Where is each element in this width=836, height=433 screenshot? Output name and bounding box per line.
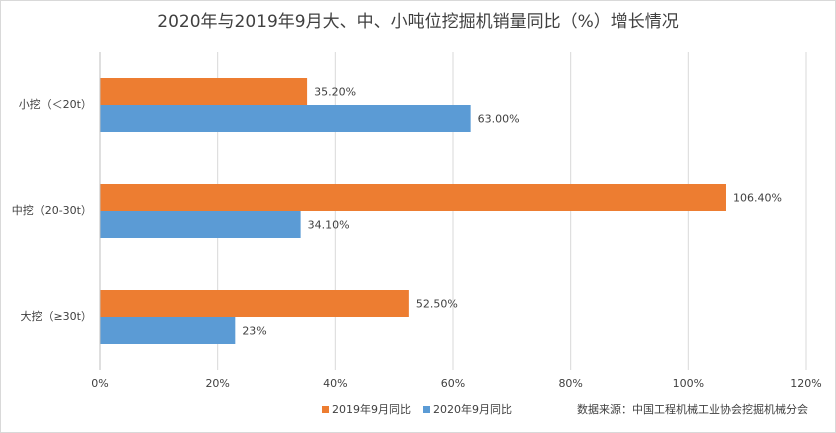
y-tick-label: 小挖（＜20t） [19,97,92,111]
value-label: 63.00% [478,113,520,126]
value-label: 106.40% [733,192,782,205]
legend-swatch [322,406,329,413]
x-tick-label: 20% [205,377,229,390]
value-label: 34.10% [308,219,350,232]
bar [100,211,301,238]
source-note: 数据来源：中国工程机械工业协会挖掘机械分会 [577,402,808,416]
legend-label: 2019年9月同比 [332,402,411,416]
chart-title: 2020年与2019年9月大、中、小吨位挖掘机销量同比（%）增长情况 [157,12,679,32]
bar [100,184,726,211]
x-tick-label: 60% [441,377,465,390]
bar [100,290,409,317]
bar [100,105,471,132]
x-tick-label: 0% [91,377,108,390]
value-label: 35.20% [314,86,356,99]
y-tick-label: 大挖（≥30t） [20,309,92,323]
bar [100,317,236,344]
x-tick-label: 40% [323,377,347,390]
legend-swatch [423,406,430,413]
x-tick-label: 120% [790,377,821,390]
y-tick-label: 中挖（20-30t） [12,203,92,217]
value-label: 23% [242,325,266,338]
x-tick-label: 80% [558,377,582,390]
legend-label: 2020年9月同比 [433,402,512,416]
value-label: 52.50% [416,298,458,311]
bar [100,78,308,105]
x-tick-label: 100% [673,377,704,390]
